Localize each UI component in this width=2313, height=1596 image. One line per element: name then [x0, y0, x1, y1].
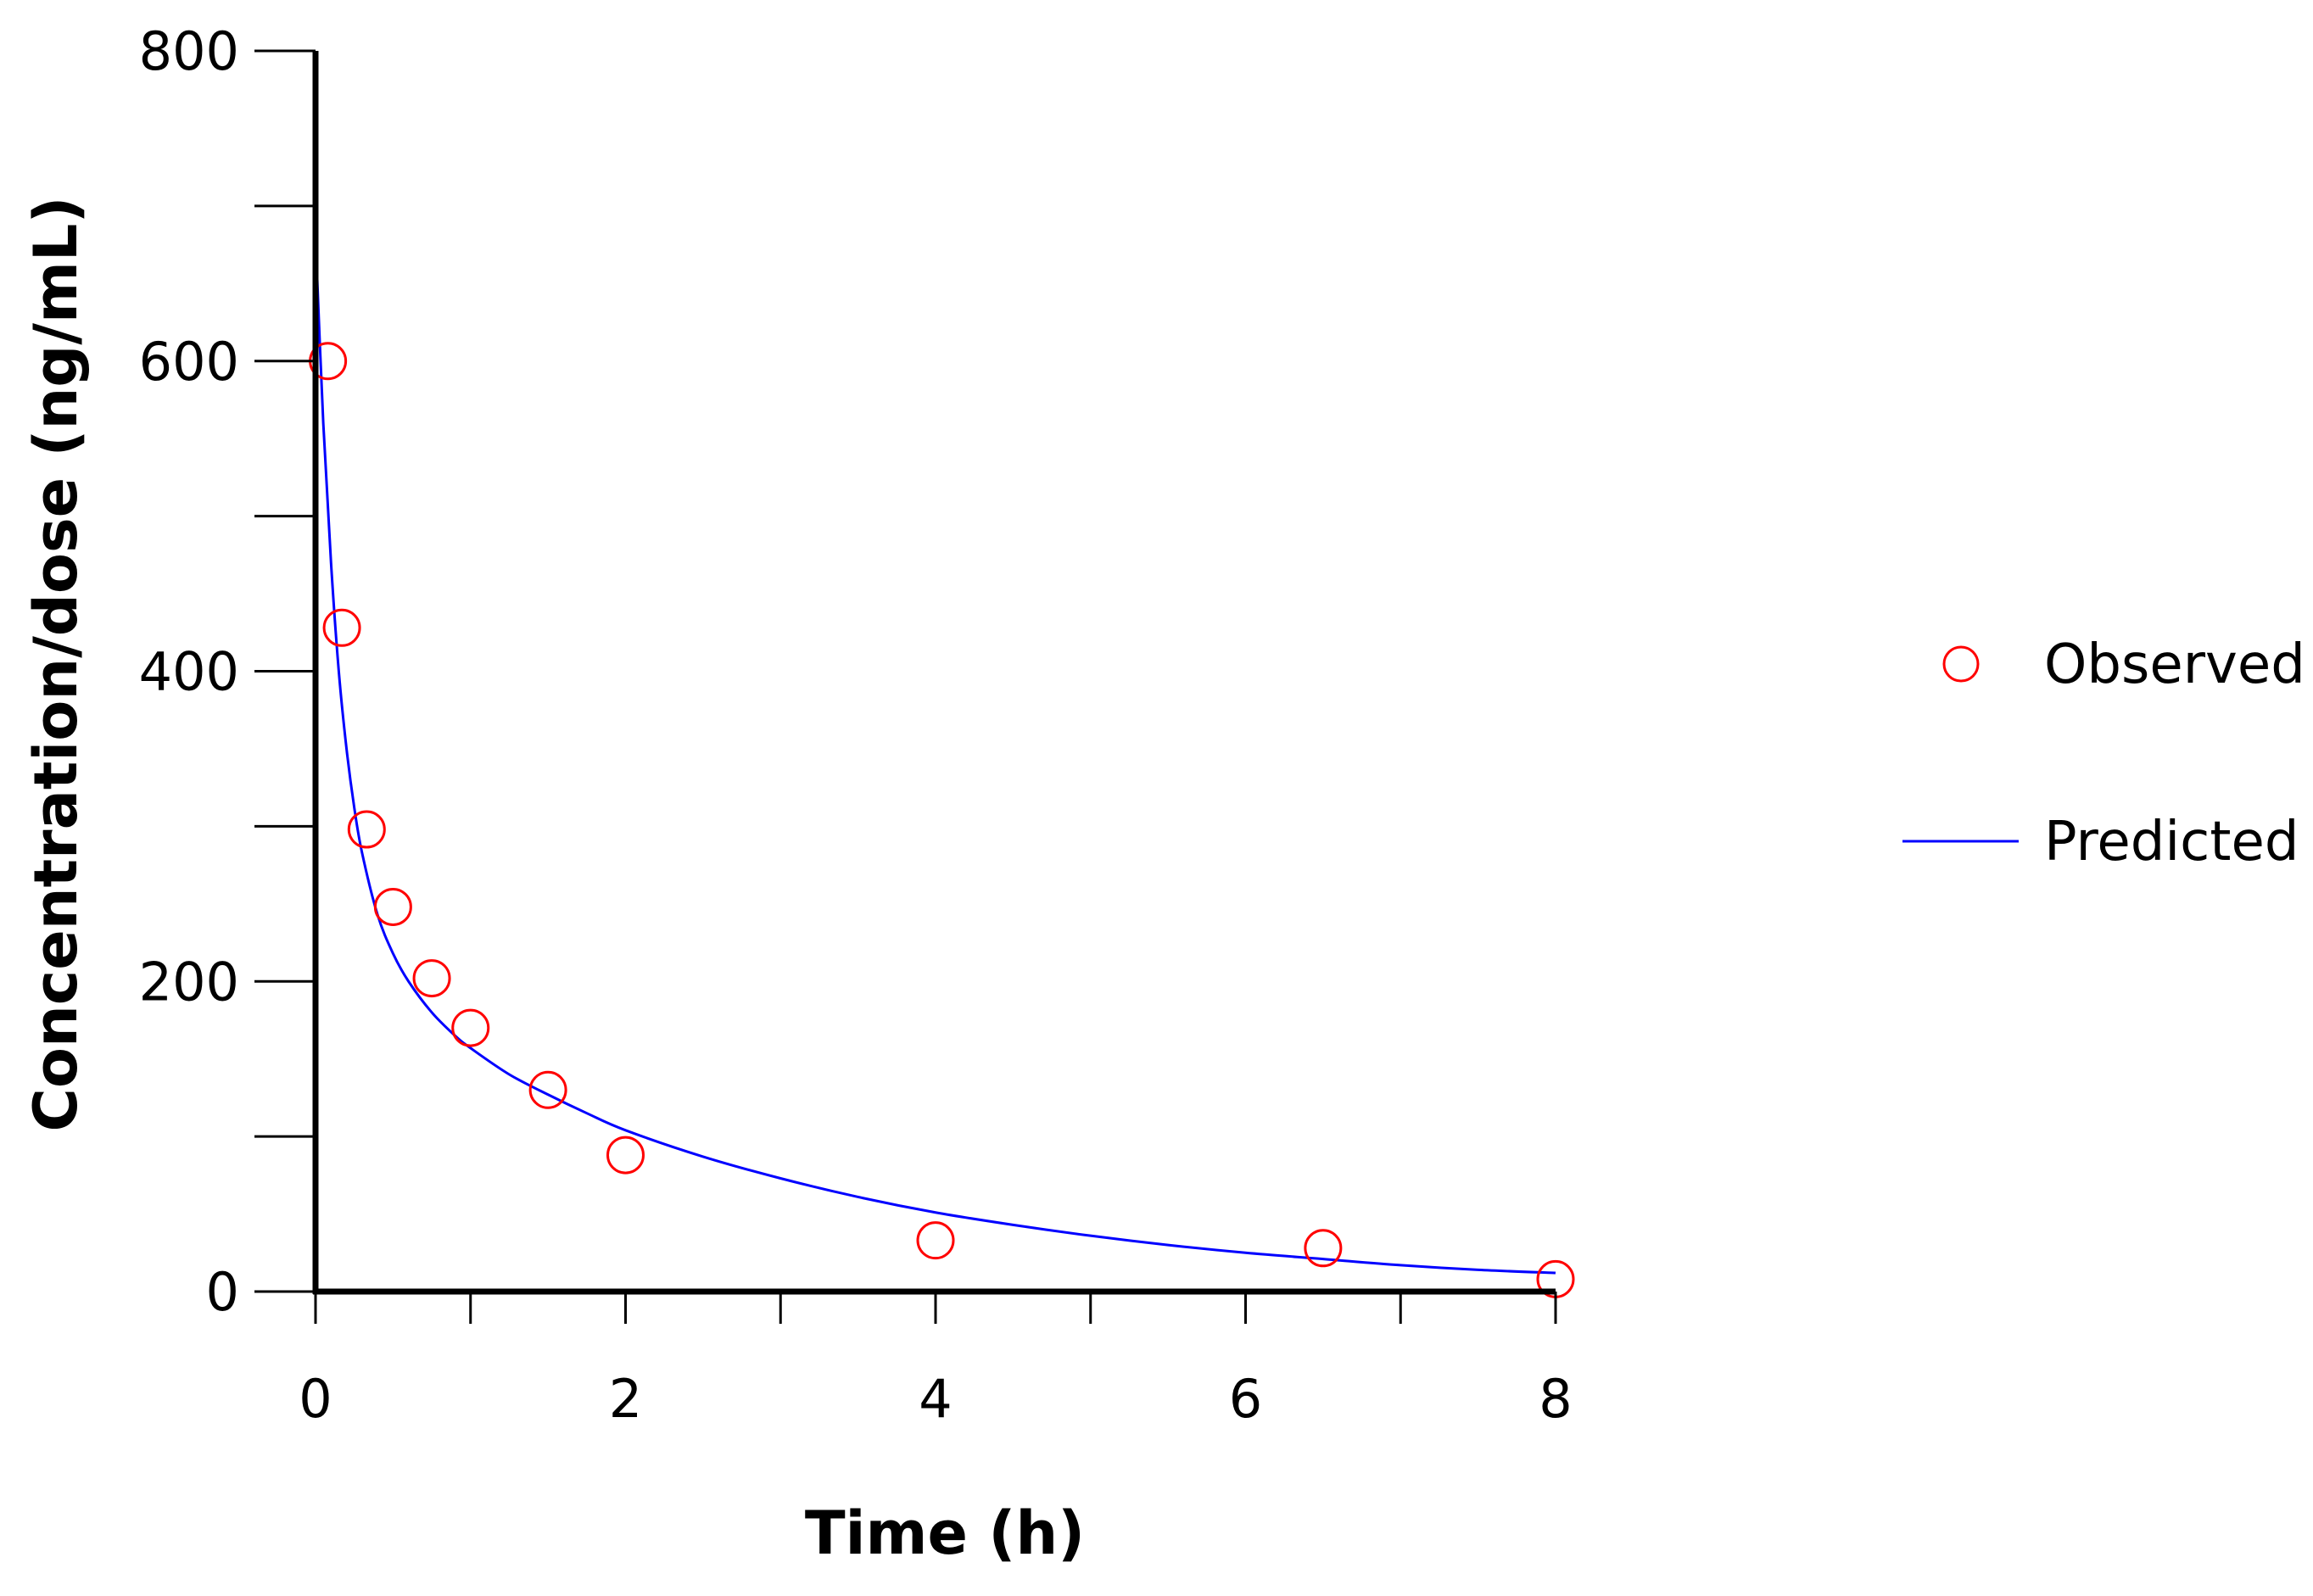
y-axis-ticks: 0 200 400 600 800 — [139, 20, 316, 1323]
legend-predicted-label: Predicted — [2044, 811, 2299, 873]
predicted-line — [314, 237, 1556, 1275]
observed-point-8 — [916, 1221, 955, 1260]
x-tick-label-6: 6 — [1229, 1368, 1262, 1430]
x-tick-label-4: 4 — [919, 1368, 952, 1430]
axes — [312, 51, 1556, 1295]
y-tick-label-200: 200 — [139, 951, 239, 1013]
y-tick-label-0: 0 — [206, 1261, 239, 1323]
observed-point-7 — [606, 1136, 645, 1175]
x-tick-label-2: 2 — [609, 1368, 642, 1430]
observed-point-4 — [412, 959, 451, 998]
observed-point-1 — [322, 608, 361, 647]
x-axis-title: Time (h) — [805, 1498, 1085, 1568]
x-tick-label-0: 0 — [299, 1368, 332, 1430]
y-tick-label-400: 400 — [139, 641, 239, 703]
observed-point-6 — [528, 1070, 567, 1109]
legend: Observed Predicted — [1902, 633, 2305, 873]
x-axis-ticks: 0 2 4 6 8 — [299, 1292, 1573, 1430]
plot-markers — [309, 342, 1575, 1298]
legend-observed-label: Observed — [2044, 633, 2305, 696]
plot-lines — [314, 237, 1556, 1275]
observed-point-5 — [451, 1008, 490, 1047]
observed-point-9 — [1304, 1229, 1343, 1268]
y-tick-label-600: 600 — [139, 331, 239, 393]
y-axis-title: Concentration/dose (ng/mL) — [21, 196, 91, 1131]
observed-point-3 — [373, 887, 412, 926]
legend-observed-marker — [1942, 645, 1980, 683]
observed-point-2 — [347, 810, 386, 849]
x-tick-label-8: 8 — [1539, 1368, 1572, 1430]
y-tick-label-800: 800 — [139, 20, 239, 82]
